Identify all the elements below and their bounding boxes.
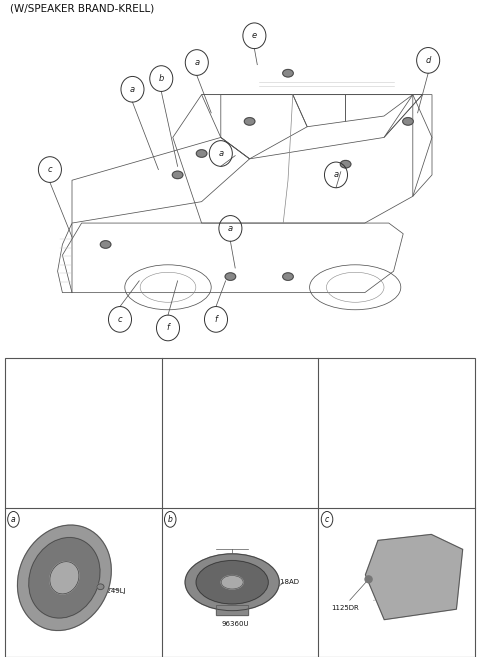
Ellipse shape (17, 525, 111, 631)
Ellipse shape (283, 273, 293, 281)
Text: 1125DR: 1125DR (331, 604, 359, 610)
Text: d: d (425, 56, 431, 65)
Text: b: b (158, 74, 164, 83)
Ellipse shape (403, 118, 413, 125)
Text: f: f (215, 315, 217, 324)
Text: b: b (168, 515, 173, 524)
Ellipse shape (244, 118, 255, 125)
Text: c: c (48, 165, 52, 174)
Bar (216, 604, 248, 615)
Text: 96331A: 96331A (68, 557, 95, 563)
Text: c: c (325, 515, 329, 524)
Ellipse shape (172, 171, 183, 179)
Text: (W/SPEAKER BRAND-KRELL): (W/SPEAKER BRAND-KRELL) (10, 3, 154, 13)
Text: 1018AD: 1018AD (271, 579, 300, 585)
Ellipse shape (283, 70, 293, 77)
Text: a: a (228, 224, 233, 233)
Text: a: a (194, 58, 199, 67)
Ellipse shape (225, 273, 236, 281)
Ellipse shape (365, 576, 372, 583)
Ellipse shape (97, 584, 104, 589)
Text: a: a (218, 149, 223, 158)
Ellipse shape (50, 562, 79, 594)
Text: a: a (11, 515, 16, 524)
Ellipse shape (196, 560, 268, 604)
Bar (216, 604, 248, 615)
Text: a: a (130, 85, 135, 94)
Text: f: f (167, 323, 169, 332)
Ellipse shape (221, 576, 243, 589)
Ellipse shape (185, 554, 279, 610)
Bar (5, 358, 475, 657)
Text: 1249LJ: 1249LJ (102, 588, 126, 594)
Ellipse shape (29, 537, 100, 618)
Text: 96395A: 96395A (425, 560, 452, 566)
Text: c: c (118, 315, 122, 324)
Polygon shape (365, 534, 463, 620)
Ellipse shape (100, 240, 111, 248)
Text: 96360U: 96360U (221, 621, 249, 627)
Ellipse shape (196, 150, 207, 157)
Text: a: a (334, 170, 338, 179)
Text: e: e (252, 32, 257, 40)
Ellipse shape (340, 160, 351, 168)
Text: 96396A: 96396A (425, 576, 452, 582)
Ellipse shape (265, 591, 271, 597)
